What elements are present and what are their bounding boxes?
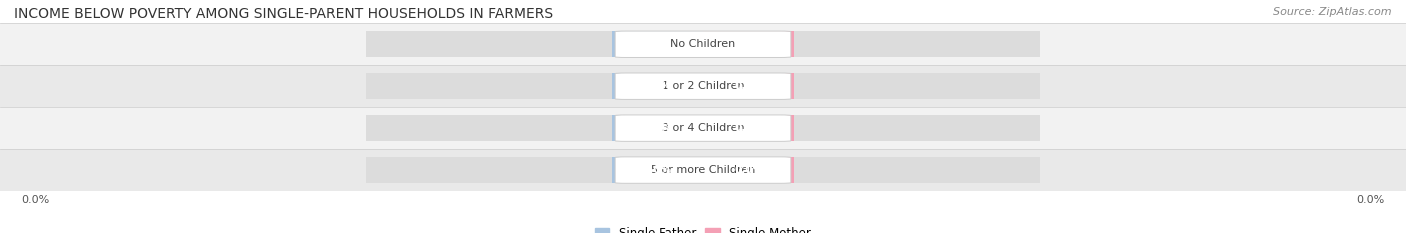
Bar [0, 107, 1406, 149]
Bar [703, 31, 1040, 57]
Bar [366, 31, 703, 57]
FancyBboxPatch shape [616, 73, 790, 99]
Bar [0, 65, 1406, 107]
Text: 0.0%: 0.0% [643, 81, 672, 91]
Text: 0.0%: 0.0% [734, 81, 763, 91]
Bar [703, 73, 794, 99]
Text: 1 or 2 Children: 1 or 2 Children [662, 81, 744, 91]
Bar [703, 115, 1040, 141]
Bar [703, 115, 794, 141]
Text: 0.0%: 0.0% [734, 123, 763, 133]
Bar [612, 115, 703, 141]
Bar [0, 149, 1406, 191]
Text: 0.0%: 0.0% [734, 165, 763, 175]
Text: No Children: No Children [671, 39, 735, 49]
Bar [703, 73, 1040, 99]
Bar [612, 157, 703, 183]
FancyBboxPatch shape [616, 115, 790, 141]
Bar [366, 115, 703, 141]
Text: 5 or more Children: 5 or more Children [651, 165, 755, 175]
Text: INCOME BELOW POVERTY AMONG SINGLE-PARENT HOUSEHOLDS IN FARMERS: INCOME BELOW POVERTY AMONG SINGLE-PARENT… [14, 7, 553, 21]
Bar [703, 157, 794, 183]
Bar [366, 73, 703, 99]
Text: 0.0%: 0.0% [643, 165, 672, 175]
Bar [703, 157, 1040, 183]
Text: 0.0%: 0.0% [643, 123, 672, 133]
Bar [612, 31, 703, 57]
Bar [0, 23, 1406, 65]
Bar [703, 31, 794, 57]
Text: 0.0%: 0.0% [643, 39, 672, 49]
Text: Source: ZipAtlas.com: Source: ZipAtlas.com [1274, 7, 1392, 17]
Bar [612, 73, 703, 99]
Text: 0.0%: 0.0% [734, 39, 763, 49]
FancyBboxPatch shape [616, 157, 790, 183]
Bar [366, 157, 703, 183]
Legend: Single Father, Single Mother: Single Father, Single Mother [595, 227, 811, 233]
FancyBboxPatch shape [616, 31, 790, 58]
Text: 3 or 4 Children: 3 or 4 Children [662, 123, 744, 133]
